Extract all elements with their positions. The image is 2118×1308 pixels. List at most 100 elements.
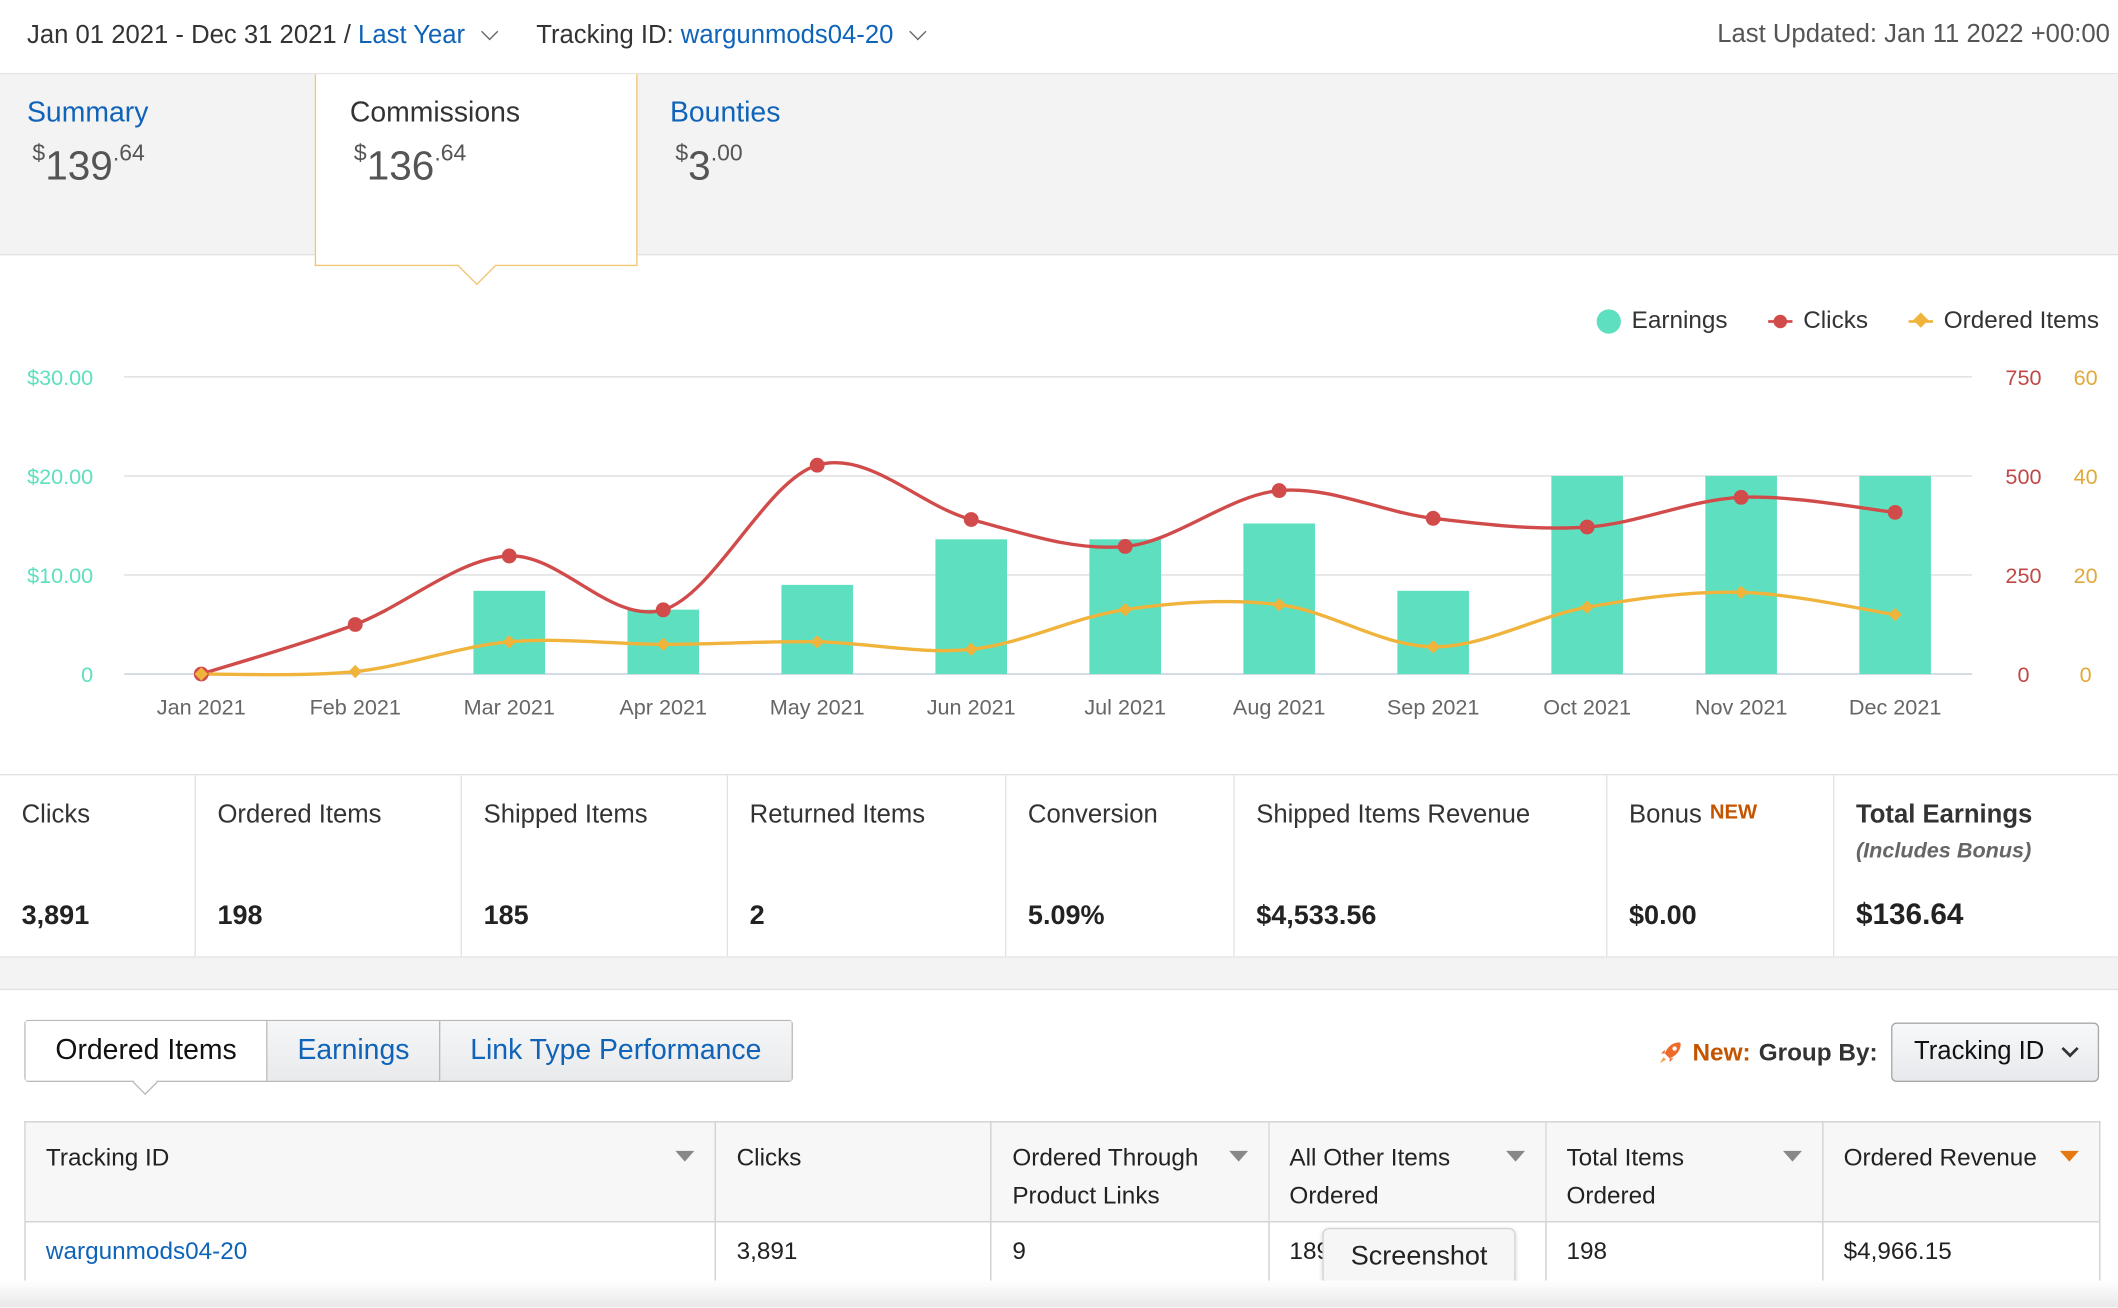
col-tracking-id[interactable]: Tracking ID xyxy=(24,1121,716,1223)
clicks-point xyxy=(1887,504,1903,520)
x-tick-label: Aug 2021 xyxy=(1233,695,1326,720)
col-clicks[interactable]: Clicks xyxy=(715,1121,992,1223)
x-tick-label: Jun 2021 xyxy=(927,695,1016,720)
report-tabs: Ordered Items Earnings Link Type Perform… xyxy=(24,1019,793,1096)
clicks-point xyxy=(501,548,517,564)
active-tab-caret xyxy=(132,1070,158,1096)
tab-summary[interactable]: Summary $139.64 xyxy=(27,74,311,255)
chevron-down-icon xyxy=(2061,1040,2079,1058)
tracking-id-selector[interactable]: Tracking ID: wargunmods04-20 xyxy=(536,21,927,52)
y-right-items-tick-label: 60 xyxy=(2074,365,2098,390)
metrics-row: Clicks 3,891 Ordered Items 198 Shipped I… xyxy=(0,773,2118,958)
tab-ordered-items[interactable]: Ordered Items xyxy=(25,1021,267,1096)
sort-icon[interactable] xyxy=(1782,1150,1802,1162)
tab-link-type-performance[interactable]: Link Type Performance xyxy=(439,1021,792,1081)
last-updated-text: Last Updated: Jan 11 2022 +00:00 xyxy=(1717,20,2110,49)
sort-icon[interactable] xyxy=(1505,1150,1525,1162)
y-right-items-tick-label: 0 xyxy=(2080,662,2092,687)
y-left-tick-label: $30.00 xyxy=(27,365,93,390)
tab-commissions[interactable]: Commissions $136.64 xyxy=(314,74,638,286)
group-by-control: New: Group By: Tracking ID xyxy=(1657,1022,2100,1082)
cell-clicks: 3,891 xyxy=(715,1221,992,1282)
col-all-other-items-ordered[interactable]: All Other Items Ordered xyxy=(1267,1121,1546,1223)
summary-band: Summary $139.64 Commissions $136.64 Boun… xyxy=(0,74,2118,286)
ordered-items-swatch-icon xyxy=(1908,319,1933,323)
clicks-point xyxy=(809,457,825,473)
sort-icon[interactable] xyxy=(675,1150,695,1162)
chevron-down-icon[interactable] xyxy=(481,23,499,41)
cell-ordered-through-links: 9 xyxy=(990,1221,1269,1282)
range-preset-link[interactable]: Last Year xyxy=(358,21,466,50)
ordered-items-point xyxy=(810,635,824,649)
earnings-bar xyxy=(1397,590,1469,675)
col-ordered-revenue[interactable]: Ordered Revenue xyxy=(1821,1121,2100,1223)
x-tick-label: Feb 2021 xyxy=(310,695,401,720)
section-separator xyxy=(0,957,2118,991)
x-tick-label: Sep 2021 xyxy=(1387,695,1480,720)
tab-bounties[interactable]: Bounties $3.00 xyxy=(670,74,940,255)
clicks-line xyxy=(200,461,1896,676)
earnings-bar xyxy=(781,584,854,675)
legend-clicks[interactable]: Clicks xyxy=(1768,307,1868,335)
tracking-label: Tracking ID: xyxy=(536,21,681,50)
date-range-text: Jan 01 2021 - Dec 31 2021 xyxy=(27,21,337,50)
group-by-label: Group By: xyxy=(1758,1038,1878,1066)
tab-summary-label[interactable]: Summary xyxy=(27,97,149,129)
y-right-items-tick-label: 40 xyxy=(2074,464,2098,489)
clicks-point xyxy=(655,602,671,618)
earnings-swatch-icon xyxy=(1596,308,1621,333)
earnings-bar xyxy=(473,590,546,675)
chart-legend: Earnings Clicks Ordered Items xyxy=(1596,307,2099,335)
tab-commissions-label: Commissions xyxy=(349,97,521,129)
sort-icon[interactable] xyxy=(1228,1150,1248,1162)
clicks-point xyxy=(1733,489,1749,505)
x-tick-label: Nov 2021 xyxy=(1695,695,1788,720)
legend-earnings[interactable]: Earnings xyxy=(1596,307,1728,335)
ordered-items-point xyxy=(1426,640,1440,654)
x-tick-label: May 2021 xyxy=(770,695,865,720)
clicks-point xyxy=(1271,483,1287,499)
metric-shipped-items: Shipped Items 185 xyxy=(462,775,729,957)
ordered-items-point xyxy=(656,637,670,652)
summary-amount: $139.64 xyxy=(32,140,145,190)
top-bar: Jan 01 2021 - Dec 31 2021 / Last Year Tr… xyxy=(0,0,2118,75)
screenshot-tooltip: Screenshot xyxy=(1322,1227,1516,1285)
col-total-items-ordered[interactable]: Total Items Ordered xyxy=(1544,1121,1823,1223)
chart-svg: 0 0 0 $10.00 250 20 $20.00 500 40 $30.00 750 60 Jan … xyxy=(27,365,2098,720)
tab-bounties-label[interactable]: Bounties xyxy=(669,97,781,129)
cell-total-items: 198 xyxy=(1544,1221,1823,1282)
earnings-bar xyxy=(1705,475,1777,675)
tracking-id-link[interactable]: wargunmods04-20 xyxy=(680,21,894,50)
clicks-swatch-icon xyxy=(1768,314,1793,328)
chevron-down-icon[interactable] xyxy=(909,23,927,41)
clicks-point xyxy=(1425,510,1441,526)
clicks-point xyxy=(1117,539,1133,554)
x-tick-label: Oct 2021 xyxy=(1543,695,1631,720)
metric-returned-items: Returned Items 2 xyxy=(728,775,1007,957)
commissions-amount: $136.64 xyxy=(353,140,467,190)
y-right-items-tick-label: 20 xyxy=(2074,563,2098,588)
tab-earnings[interactable]: Earnings xyxy=(266,1021,440,1081)
ordered-items-point xyxy=(502,635,516,649)
x-tick-label: Jul 2021 xyxy=(1084,695,1166,720)
ordered-items-table: Tracking ID Clicks Ordered Through Produ… xyxy=(24,1121,2101,1282)
clicks-point xyxy=(963,512,979,527)
x-tick-label: Dec 2021 xyxy=(1849,695,1942,720)
y-right-clicks-tick-label: 750 xyxy=(2005,365,2041,390)
metric-bonus: Bonus NEW $0.00 xyxy=(1607,775,1835,957)
x-tick-label: Jan 2021 xyxy=(157,695,246,720)
clicks-point xyxy=(347,617,363,632)
group-by-select[interactable]: Tracking ID xyxy=(1891,1022,2100,1082)
metric-conversion: Conversion 5.09% xyxy=(1006,775,1235,957)
earnings-bar xyxy=(1551,475,1623,675)
cell-tracking-id-link[interactable]: wargunmods04-20 xyxy=(45,1237,248,1265)
y-right-clicks-tick-label: 0 xyxy=(2017,662,2029,687)
earnings-chart: 0 0 0 $10.00 250 20 $20.00 500 40 $30.00 750 60 Jan … xyxy=(0,277,2118,763)
y-left-tick-label: $20.00 xyxy=(27,464,93,489)
col-ordered-through-product-links[interactable]: Ordered Through Product Links xyxy=(990,1121,1269,1223)
sort-active-icon[interactable] xyxy=(2059,1150,2079,1162)
bottom-shadow xyxy=(0,1280,2118,1308)
date-range-selector[interactable]: Jan 01 2021 - Dec 31 2021 / Last Year xyxy=(27,21,499,52)
bounties-amount: $3.00 xyxy=(675,140,743,190)
legend-ordered-items[interactable]: Ordered Items xyxy=(1908,307,2099,335)
